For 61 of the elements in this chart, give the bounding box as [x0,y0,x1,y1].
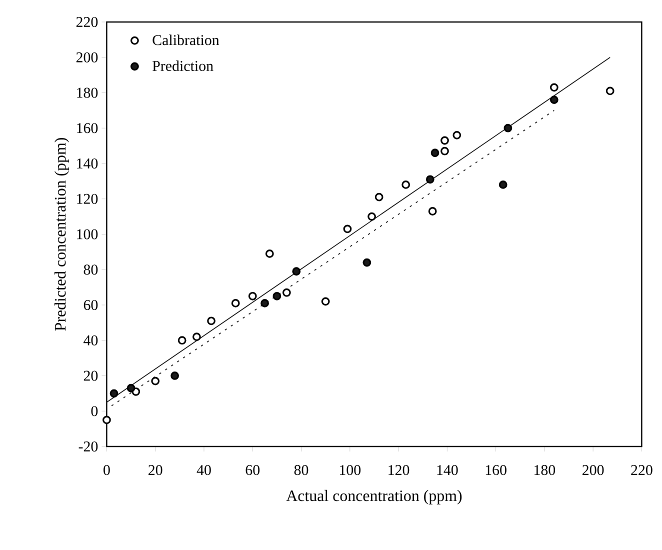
point [550,83,558,92]
legend-label: Prediction [152,60,214,72]
point [606,86,614,96]
point [550,96,558,104]
point [282,288,291,297]
x-tick-label: 40 [196,465,211,476]
point [452,130,462,140]
x-tick-label: 20 [148,465,162,476]
y-tick-label: 180 [77,88,98,98]
point [440,136,449,145]
x-tick-label: 100 [340,465,361,476]
y-tick-label: 140 [77,158,98,169]
point [498,180,508,189]
point [170,372,179,380]
point [102,416,111,424]
point [151,376,160,386]
point [260,299,269,308]
y-axis-title: Predicted concentration (ppm) [54,138,69,331]
y-tick-label: 100 [77,229,98,240]
point [504,124,512,132]
x-axis-title: Actual concentration (ppm) [286,490,462,504]
point [178,336,186,345]
x-tick-label: 180 [534,465,556,476]
y-tick-label: 60 [84,300,98,310]
x-tick-label: 200 [582,465,604,476]
point [126,384,136,392]
point [430,148,440,158]
x-tick-label: 140 [437,465,458,476]
y-tick-label: 0 [91,406,98,416]
point [192,332,201,342]
point [248,292,257,300]
point [343,224,352,234]
point [374,192,384,202]
point [428,207,437,216]
y-tick-label: 220 [76,16,98,28]
point [207,316,216,326]
y-tick-label: -20 [78,441,98,452]
x-tick-label: 80 [294,465,308,476]
y-tick-label: 160 [77,123,98,134]
point [110,389,118,398]
point [321,297,330,306]
x-tick-label: 0 [104,465,110,476]
point [292,267,301,276]
y-tick-label: 40 [84,335,98,346]
x-tick-label: 220 [631,465,652,476]
x-tick-label: 160 [486,465,506,476]
point [368,212,376,221]
legend-label: Calibration [152,34,220,46]
point [426,175,434,184]
point [231,299,240,308]
point [440,146,449,156]
y-tick-label: 80 [84,264,98,275]
point [402,180,410,189]
point [265,249,274,258]
point [272,292,282,300]
y-tick-label: 20 [84,370,98,381]
y-tick-label: 200 [76,52,98,62]
point [362,258,372,267]
x-tick-label: 120 [388,465,410,476]
x-tick-label: 60 [246,465,260,476]
y-tick-label: 120 [77,194,98,204]
